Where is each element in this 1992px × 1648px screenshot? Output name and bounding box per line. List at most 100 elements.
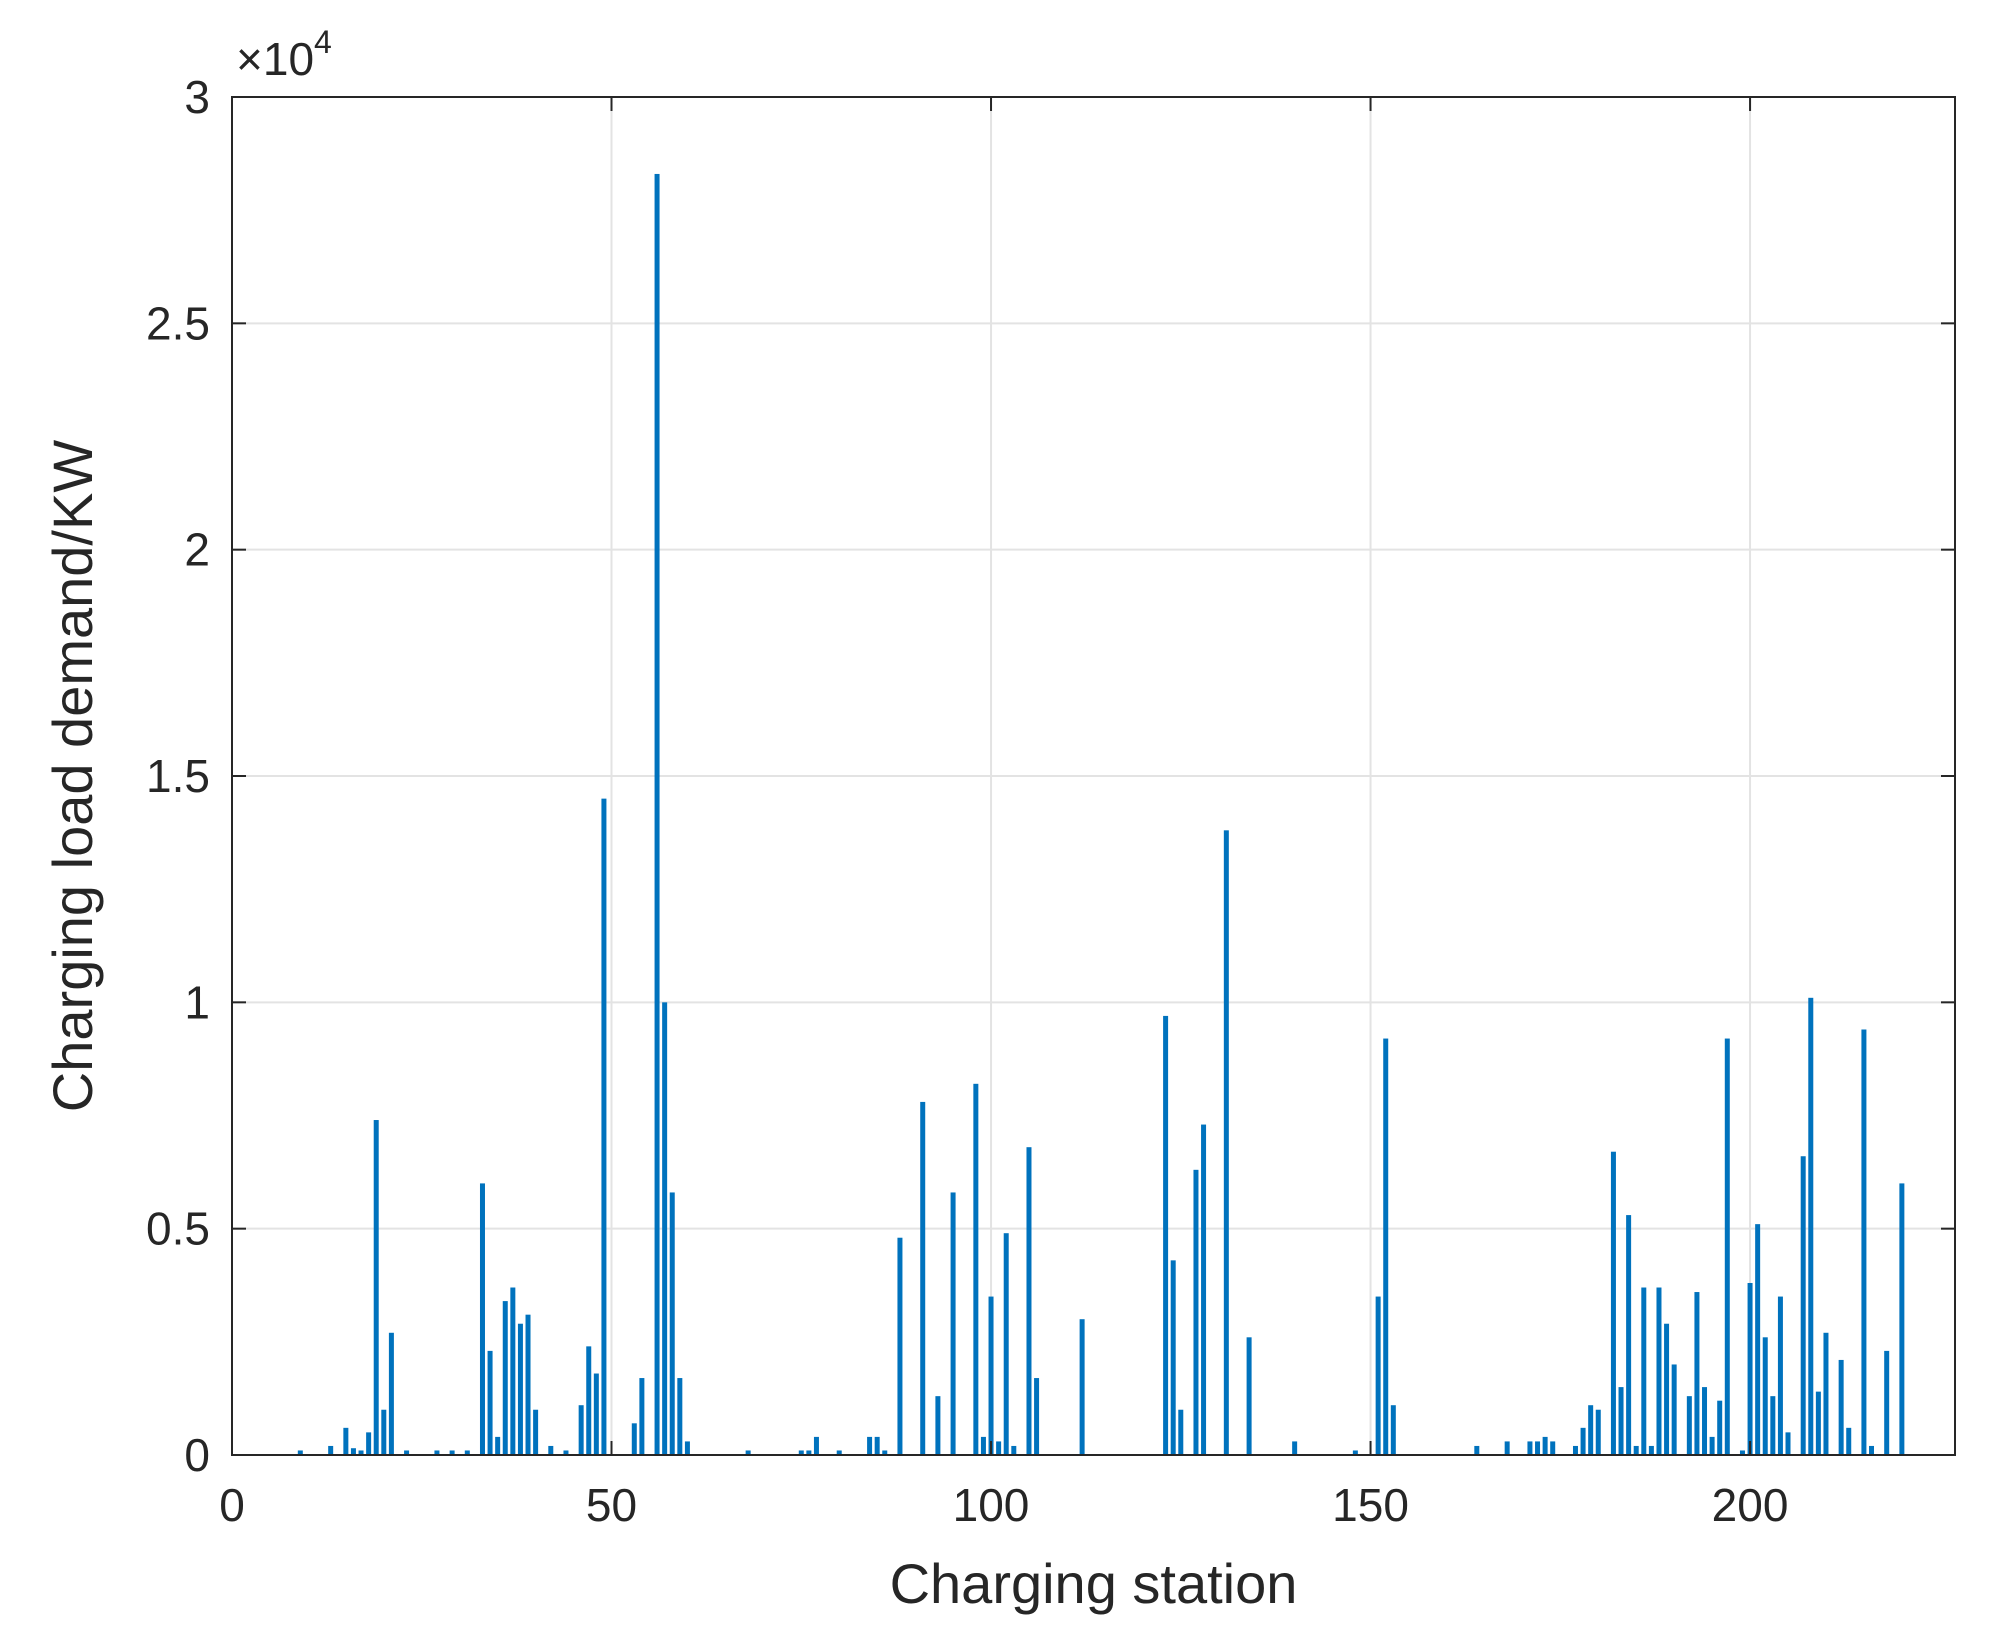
- y-tick-label: 0.5: [146, 1203, 210, 1255]
- bar: [464, 1450, 470, 1455]
- bar: [1383, 1038, 1389, 1455]
- bar: [806, 1450, 812, 1455]
- bar: [388, 1332, 394, 1455]
- x-tick-label: 0: [219, 1479, 245, 1531]
- bar: [1246, 1337, 1252, 1455]
- bar: [836, 1450, 842, 1455]
- bar: [1026, 1147, 1032, 1455]
- y-tick-label: 3: [184, 71, 210, 123]
- bar: [1618, 1387, 1624, 1455]
- bar: [487, 1350, 493, 1455]
- bar: [677, 1378, 683, 1455]
- bar: [1474, 1445, 1480, 1455]
- bar: [548, 1445, 554, 1455]
- bar: [1527, 1441, 1533, 1455]
- bar: [1648, 1445, 1654, 1455]
- bar: [1724, 1038, 1730, 1455]
- bar: [434, 1450, 440, 1455]
- bar: [1800, 1156, 1806, 1455]
- bar: [373, 1120, 379, 1455]
- bar: [1572, 1445, 1578, 1455]
- bar: [1079, 1319, 1085, 1455]
- bar: [662, 1002, 668, 1455]
- bar: [1588, 1405, 1594, 1455]
- bar: [684, 1441, 690, 1455]
- bar: [381, 1409, 387, 1455]
- bar: [920, 1101, 926, 1455]
- bar: [1747, 1282, 1753, 1455]
- bar: [1580, 1427, 1586, 1455]
- bar: [1739, 1450, 1745, 1455]
- bar: [1595, 1409, 1601, 1455]
- bar: [1815, 1391, 1821, 1455]
- bar: [533, 1409, 539, 1455]
- bar: [1755, 1224, 1761, 1455]
- bar: [593, 1373, 599, 1455]
- bar: [578, 1405, 584, 1455]
- y-tick-label: 0: [184, 1429, 210, 1481]
- bar: [1838, 1359, 1844, 1455]
- bar: [1504, 1441, 1510, 1455]
- bar: [1034, 1378, 1040, 1455]
- y-axis-multiplier-exponent: 4: [314, 24, 332, 60]
- bar: [1899, 1183, 1905, 1455]
- y-tick-label: 2.5: [146, 297, 210, 349]
- axis-ticks: [231, 96, 1955, 1456]
- bar: [1390, 1405, 1396, 1455]
- bar: [1656, 1287, 1662, 1455]
- bar: [525, 1314, 531, 1455]
- bar: [1884, 1350, 1890, 1455]
- bar: [1178, 1409, 1184, 1455]
- bar: [813, 1436, 819, 1455]
- bar: [1664, 1323, 1670, 1455]
- x-axis-title: Charging station: [890, 1552, 1298, 1615]
- bar: [297, 1450, 303, 1455]
- bar: [935, 1396, 941, 1455]
- bar: [1823, 1332, 1829, 1455]
- bar: [1352, 1450, 1358, 1455]
- bar: [897, 1237, 903, 1455]
- bar: [328, 1445, 334, 1455]
- bar-series: [297, 173, 1905, 1455]
- bar: [1777, 1296, 1783, 1455]
- bar: [1869, 1445, 1875, 1455]
- bar: [1686, 1396, 1692, 1455]
- bar: [1762, 1337, 1768, 1455]
- bar: [517, 1323, 523, 1455]
- bar: [1861, 1029, 1867, 1455]
- bar: [745, 1450, 751, 1455]
- bar: [495, 1436, 501, 1455]
- bar: [669, 1192, 675, 1455]
- bar: [366, 1432, 372, 1455]
- y-tick-label: 1: [184, 976, 210, 1028]
- bar: [601, 798, 607, 1455]
- bar: [358, 1450, 364, 1455]
- bar: [1633, 1445, 1639, 1455]
- x-tick-label: 50: [586, 1479, 637, 1531]
- bar: [988, 1296, 994, 1455]
- bar: [449, 1450, 455, 1455]
- x-tick-label: 200: [1712, 1479, 1789, 1531]
- bar: [1170, 1260, 1176, 1455]
- bar: [1292, 1441, 1298, 1455]
- bar: [1193, 1169, 1199, 1455]
- bar: [1011, 1445, 1017, 1455]
- bar: [510, 1287, 516, 1455]
- bar: [654, 173, 660, 1455]
- bar: [343, 1427, 349, 1455]
- bar: [1709, 1436, 1715, 1455]
- x-tick-label: 100: [953, 1479, 1030, 1531]
- bar: [874, 1436, 880, 1455]
- bar: [1610, 1151, 1616, 1455]
- y-axis-multiplier: ×104: [236, 24, 332, 85]
- bar: [1201, 1124, 1207, 1455]
- bar: [1163, 1015, 1169, 1455]
- bar: [502, 1301, 508, 1455]
- bar: [1375, 1296, 1381, 1455]
- bar: [980, 1436, 986, 1455]
- bar: [867, 1436, 873, 1455]
- bar: [1535, 1441, 1541, 1455]
- bar: [1641, 1287, 1647, 1455]
- bar: [1785, 1432, 1791, 1455]
